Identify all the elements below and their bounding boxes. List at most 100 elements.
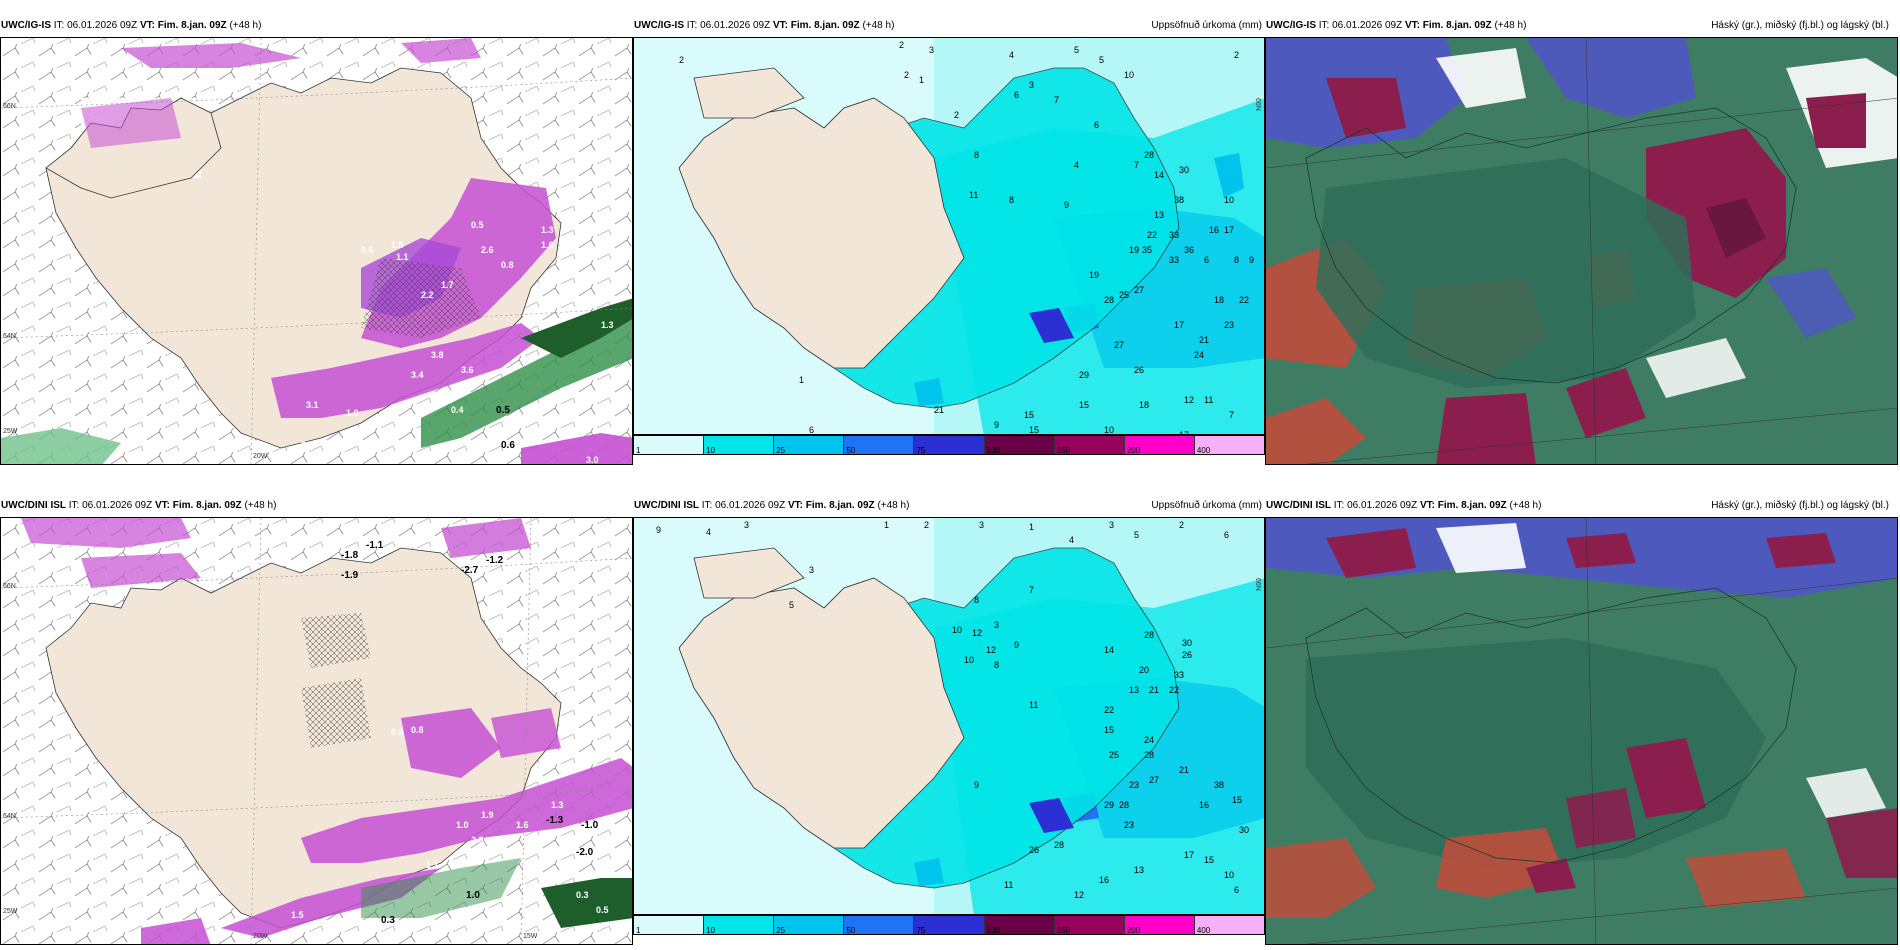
- value-label: 1.5: [291, 910, 304, 920]
- lon-label: 25W: [3, 428, 18, 435]
- value-label: 27: [1134, 285, 1144, 295]
- colorbar-bin: 150: [1054, 916, 1125, 935]
- value-label: 2.8: [471, 835, 484, 845]
- panel-bot-right: UWC/DINI ISL IT: 06.01.2026 09Z VT: Fim.…: [1265, 493, 1900, 945]
- colorbar-tick: 200: [1126, 446, 1141, 455]
- vt-value: Fim. 8.jan. 09Z: [1422, 20, 1492, 31]
- value-label: 6: [1234, 885, 1239, 895]
- value-label: 6: [1224, 530, 1229, 540]
- it-value: 06.01.2026 09Z: [715, 500, 786, 511]
- value-label: 7: [1134, 160, 1139, 170]
- value-label: 17: [1184, 850, 1194, 860]
- value-label: 28: [1119, 800, 1129, 810]
- value-label: 0.4: [451, 405, 464, 415]
- value-label: 13: [1134, 865, 1144, 875]
- value-label: 11: [1029, 700, 1038, 710]
- value-label: 3: [929, 45, 934, 55]
- value-label: 22: [1104, 705, 1114, 715]
- value-labels: -1.8 -1.1 -1.9 -2.7 -1.2 -1.0 -1.3 -2.0 …: [291, 540, 609, 930]
- value-label: 0.5: [496, 405, 510, 416]
- value-label: 23: [1129, 780, 1139, 790]
- value-label: 12: [1074, 890, 1084, 900]
- value-label: 23: [1224, 320, 1234, 330]
- vt-value: Fim. 8.jan. 09Z: [172, 500, 242, 511]
- value-label: 17: [1174, 320, 1184, 330]
- value-label: 18: [1214, 295, 1224, 305]
- map-svg: [1266, 518, 1897, 944]
- value-labels: 9 4 3 1 2 3 1 4 3 5 2 6 8 3 7 10 12 12 9…: [656, 520, 1249, 900]
- value-label: 4: [1009, 50, 1014, 60]
- value-label: 3: [744, 520, 749, 530]
- lead-time: (+48 h): [244, 500, 277, 511]
- value-label: 19: [1129, 245, 1139, 255]
- colorbar-tick: 50: [846, 926, 856, 935]
- value-label: 10: [1124, 70, 1134, 80]
- lon-label: 15W: [523, 933, 538, 940]
- value-label: 4: [706, 527, 711, 537]
- colorbar-bin: 200: [1124, 916, 1195, 935]
- value-label: 22: [1169, 685, 1179, 695]
- value-label: 25: [1119, 290, 1129, 300]
- value-label: 9: [974, 780, 979, 790]
- model-name: UWC/IG-IS: [1266, 20, 1316, 31]
- value-label: 9: [1014, 640, 1019, 650]
- colorbar-tick: 100: [986, 446, 1000, 455]
- colorbar-bin: 1: [634, 916, 705, 935]
- value-label: 11: [969, 190, 978, 200]
- value-label: 22: [1147, 230, 1157, 240]
- value-label: 5: [1134, 530, 1139, 540]
- value-label: 1: [799, 375, 804, 385]
- value-label: 0.3: [381, 915, 395, 926]
- colorbar-tick: 150: [1056, 926, 1071, 935]
- value-label: 27: [1114, 340, 1124, 350]
- value-label: 1.1: [396, 252, 409, 262]
- colorbar-bin: 10: [704, 916, 775, 935]
- value-label: 21: [1149, 685, 1159, 695]
- colorbar-tick: 25: [776, 446, 786, 455]
- value-label: 0.3: [576, 890, 589, 900]
- value-label: 2: [954, 110, 959, 120]
- value-label: -1.3: [546, 815, 564, 826]
- map-svg: 66N 2 2 2 3 1 4 5 3 5 2 10 6 7 2 8 6 4 1…: [678, 38, 1264, 435]
- lat-label: 66N: [3, 103, 16, 110]
- colorbar-bin: 75: [914, 916, 985, 935]
- colorbar-tick: 1: [636, 926, 641, 935]
- vt-label: VT:: [787, 500, 803, 511]
- value-label: 10: [952, 625, 962, 635]
- value-label: 5: [789, 600, 794, 610]
- value-label: 9: [994, 420, 999, 430]
- panel-top-right: UWC/IG-IS IT: 06.01.2026 09Z VT: Fim. 8.…: [1265, 13, 1900, 465]
- colorbar-bin: 150: [1054, 436, 1125, 455]
- value-label: 33: [1169, 255, 1179, 265]
- panel-bot-left: UWC/DINI ISL IT: 06.01.2026 09Z VT: Fim.…: [0, 493, 633, 945]
- value-label: 1.6: [541, 240, 554, 250]
- it-label: IT:: [53, 20, 65, 31]
- colorbar-bin: 50: [844, 436, 915, 455]
- lon-label: 25W: [3, 908, 18, 915]
- value-label: 26: [1182, 650, 1192, 660]
- value-label: 10: [1104, 425, 1114, 435]
- value-label: 17: [1224, 225, 1234, 235]
- colorbar-tick: 200: [1126, 926, 1141, 935]
- lon-label: 20W: [253, 453, 268, 460]
- value-label: 30: [1179, 165, 1189, 175]
- lat-label: 64N: [3, 333, 16, 340]
- value-label: 1.0: [466, 890, 480, 901]
- value-label: -1.0: [581, 820, 599, 831]
- value-label: 28: [1144, 150, 1154, 160]
- value-label: 9: [1064, 200, 1069, 210]
- value-label: 30: [1239, 825, 1249, 835]
- map-svg: 66N 64N 25W 20W 0.5 0.6 0.8 1.1 1.3 1.5 …: [1, 38, 632, 464]
- value-label: 38: [1214, 780, 1224, 790]
- vt-label: VT:: [139, 20, 155, 31]
- value-label: 7: [1229, 410, 1234, 420]
- it-value: 06.01.2026 09Z: [67, 20, 138, 31]
- field-name: Uppsöfnuð úrkoma (mm): [1151, 20, 1262, 31]
- map-area: [1265, 517, 1898, 945]
- value-label: 14: [1104, 645, 1114, 655]
- field-name: Háský (gr.), miðský (fj.bl.) og lágský (…: [1711, 500, 1889, 511]
- panel-title: UWC/IG-IS IT: 06.01.2026 09Z VT: Fim. 8.…: [0, 13, 634, 39]
- vt-label: VT:: [772, 20, 788, 31]
- value-label: 7: [1029, 585, 1034, 595]
- value-label: 24: [1144, 735, 1154, 745]
